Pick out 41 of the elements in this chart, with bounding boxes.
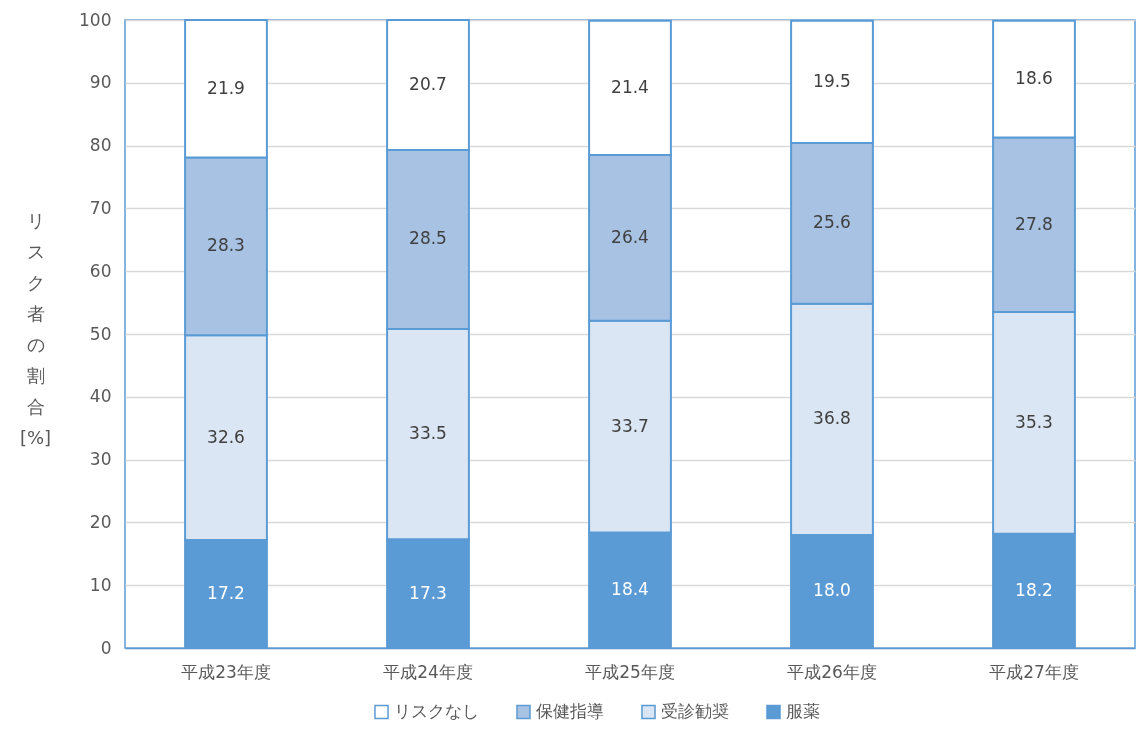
y-tick-label: 90: [89, 72, 112, 93]
y-tick-label: 20: [89, 511, 112, 532]
data-label: 21.4: [611, 76, 649, 97]
data-label: 33.7: [611, 415, 649, 436]
data-label: 28.5: [409, 228, 447, 249]
x-tick-label: 平成27年度: [989, 661, 1079, 682]
data-label: 28.3: [207, 235, 245, 256]
data-label: 25.6: [813, 212, 851, 233]
y-tick-label: 30: [89, 449, 112, 470]
y-tick-label: 40: [89, 386, 112, 407]
data-label: 19.5: [813, 70, 851, 91]
data-label: 21.9: [207, 77, 245, 98]
x-tick-label: 平成25年度: [585, 661, 675, 682]
y-tick-label: 100: [79, 9, 112, 30]
legend-label: 服薬: [786, 700, 820, 721]
data-label: 17.2: [207, 582, 245, 603]
data-label: 18.0: [813, 580, 851, 601]
data-label: 32.6: [207, 426, 245, 447]
data-label: 35.3: [1015, 411, 1053, 432]
data-label: 27.8: [1015, 213, 1053, 234]
x-tick-label: 平成24年度: [383, 661, 473, 682]
y-tick-label: 70: [89, 197, 112, 218]
legend-label: 保健指導: [536, 700, 604, 721]
y-tick-label: 50: [89, 323, 112, 344]
y-tick-label: 10: [89, 574, 112, 595]
data-label: 20.7: [409, 74, 447, 94]
legend-label: 受診勧奨: [661, 700, 729, 721]
data-label: 36.8: [813, 408, 851, 429]
x-tick-label: 平成23年度: [181, 661, 271, 682]
data-label: 33.5: [409, 423, 447, 444]
data-label: 18.4: [611, 579, 649, 600]
data-label: 18.2: [1015, 579, 1053, 600]
y-tick-label: 0: [100, 637, 112, 658]
data-label: 17.3: [409, 582, 447, 603]
y-axis-title: リスク者の割合[%]: [19, 209, 52, 448]
y-tick-label: 80: [89, 135, 112, 156]
legend-label: リスクなし: [394, 700, 479, 721]
data-label: 18.6: [1015, 68, 1053, 89]
data-label: 26.4: [611, 226, 649, 247]
y-tick-label: 60: [89, 260, 112, 281]
x-tick-label: 平成26年度: [787, 661, 877, 682]
